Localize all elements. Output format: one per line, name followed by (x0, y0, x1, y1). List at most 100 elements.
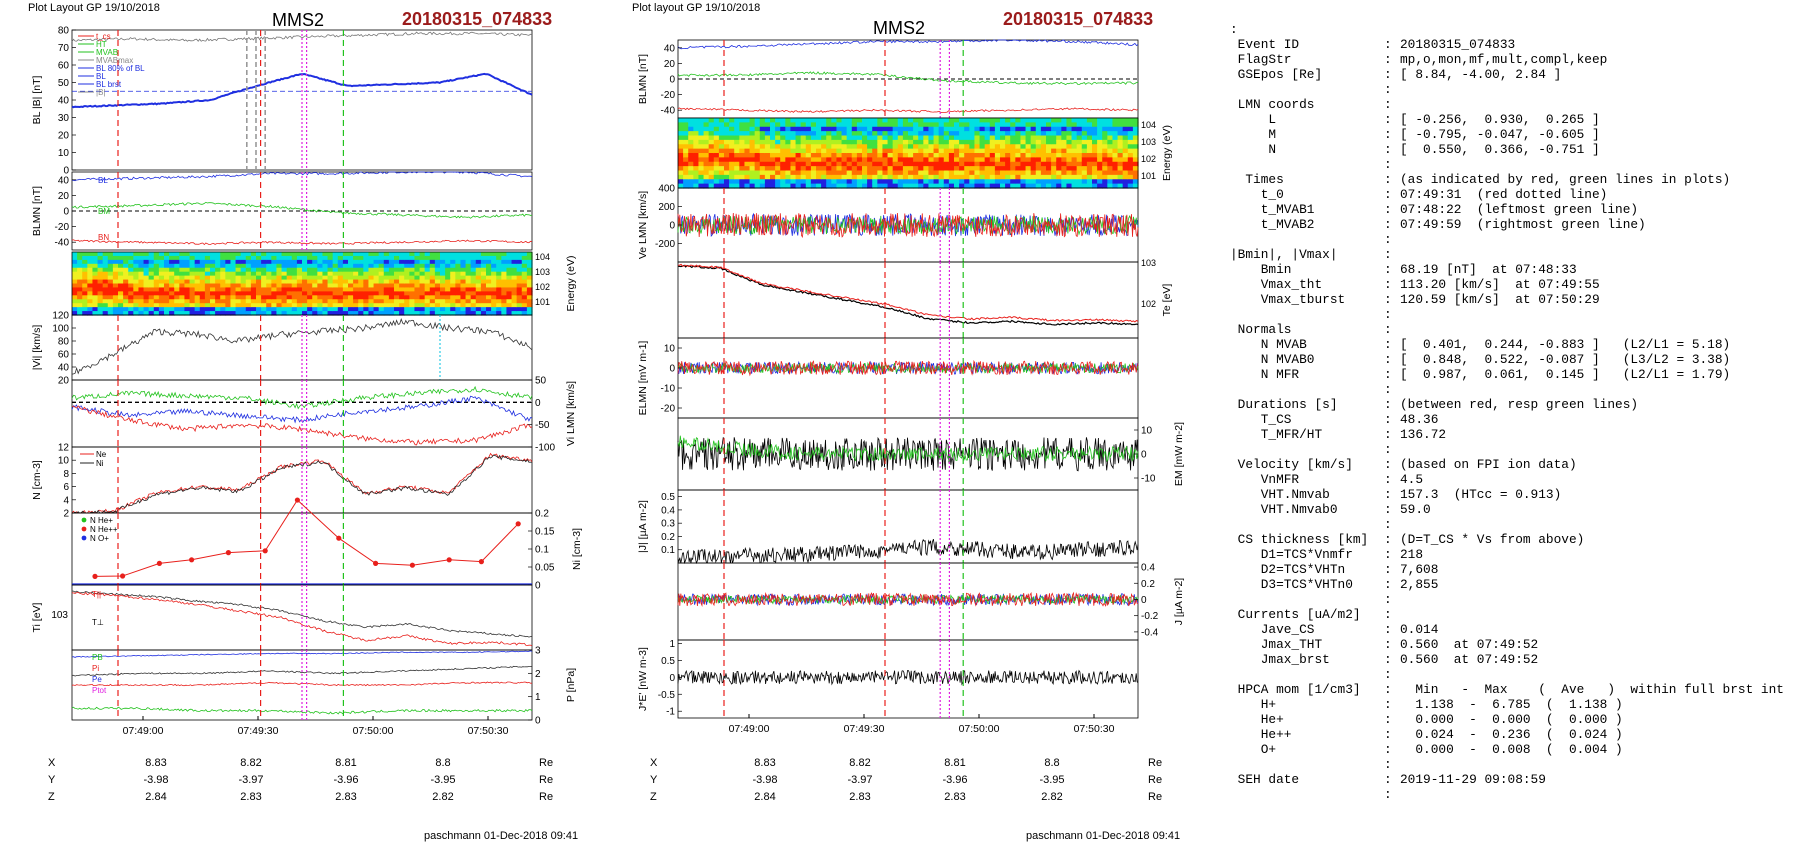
spectrogram-cell (215, 307, 221, 312)
spectrogram-cell (194, 307, 201, 312)
spectrogram-cell (785, 174, 792, 180)
spectrogram-cell (887, 148, 894, 154)
spectrogram-cell (1102, 183, 1108, 189)
spectrogram-cell (368, 283, 375, 289)
spectrogram-cell (337, 287, 344, 292)
spectrogram-cell (302, 287, 308, 292)
spectrogram-cell (317, 263, 324, 269)
info-colon: : (1384, 427, 1392, 442)
spectrogram-cell (470, 295, 477, 300)
spectrogram-cell (378, 291, 385, 296)
spectrogram-cell (92, 275, 99, 281)
spectrogram-cell (363, 279, 370, 285)
spectrogram-cell (388, 295, 395, 300)
spectrogram-cell (230, 255, 237, 261)
spectrogram-cell (816, 135, 822, 141)
spectrogram-cell (480, 291, 487, 296)
spectrogram-cell (785, 135, 792, 141)
spectrogram-cell (194, 287, 201, 292)
spectrogram-cell (215, 287, 221, 292)
spectrogram-cell (429, 259, 436, 265)
spectrogram-cell (245, 295, 252, 300)
spectrogram-cell (1030, 174, 1037, 180)
spectrogram-cell (933, 153, 940, 158)
spectrogram-cell (225, 279, 232, 285)
spectrogram-cell (97, 267, 104, 273)
spectrogram-cell (1086, 166, 1093, 172)
spectrogram-cell (821, 179, 827, 185)
spectrogram-cell (954, 179, 960, 185)
tick-label: 200 (658, 202, 675, 213)
legend-label: N O+ (90, 534, 109, 543)
spectrogram-cell (429, 295, 436, 300)
spectrogram-cell (959, 135, 965, 141)
spectrogram-cell (923, 183, 930, 189)
spectrogram-cell (322, 271, 329, 277)
spectrogram-cell (851, 170, 858, 176)
spectrogram-cell (424, 252, 431, 257)
spectrogram-cell (698, 131, 705, 137)
spectrogram-cell (465, 279, 472, 285)
spectrogram-cell (841, 122, 848, 128)
spectrogram-cell (327, 279, 334, 285)
spectrogram-cell (133, 311, 140, 316)
spectrogram-cell (908, 179, 914, 185)
spectrogram-cell (419, 252, 426, 257)
spectrogram-cell (526, 271, 533, 277)
position-unit: Re (539, 757, 554, 769)
spectrogram-cell (749, 161, 756, 167)
position-value: -3.98 (752, 774, 778, 786)
spectrogram-cell (698, 183, 705, 189)
spectrogram-cell (790, 170, 797, 176)
spectrogram-cell (383, 259, 390, 265)
spectrogram-cell (841, 161, 848, 167)
spectrogram-cell (718, 135, 725, 141)
spectrogram-cell (286, 287, 293, 292)
spectrogram-cell (521, 291, 528, 296)
spectrogram-cell (948, 139, 955, 145)
spectrogram-cell (496, 287, 502, 292)
spectrogram-cell (82, 279, 88, 285)
spectrogram-cell (744, 139, 751, 145)
spectrogram-cell (128, 267, 134, 273)
spectrogram-cell (92, 283, 99, 289)
spectrogram-cell (943, 139, 950, 145)
spectrogram-cell (1076, 131, 1083, 137)
spectrogram-cell (133, 291, 140, 296)
spectrogram-cell (158, 307, 165, 312)
spectrogram-cell (1040, 122, 1047, 128)
spectrogram-cell (184, 303, 191, 308)
spectrogram-cell (486, 283, 492, 289)
spectrogram-cell (440, 252, 446, 257)
spectrogram-cell (230, 303, 237, 308)
spectrogram-cell (989, 118, 996, 123)
spectrogram-cell (703, 148, 710, 154)
spectrogram-cell (266, 307, 272, 312)
info-colon: : (1384, 142, 1392, 157)
spectrogram-cell (1061, 170, 1068, 176)
spectrogram-cell (1122, 131, 1129, 137)
spectrogram-cell (713, 122, 720, 128)
spectrogram-cell (322, 252, 329, 257)
spectrogram-cell (862, 144, 868, 150)
spectrogram-cell (128, 279, 134, 285)
spectrogram-cell (312, 279, 318, 285)
spectrogram-cell (713, 148, 720, 154)
spectrogram-cell (851, 122, 858, 128)
spectrogram-cell (210, 271, 216, 277)
spectrogram-cell (1112, 131, 1119, 137)
spectrogram-cell (169, 283, 175, 289)
spectrogram-cell (984, 148, 991, 154)
spectrogram-cell (1051, 170, 1057, 176)
spectrogram-cell (118, 279, 124, 285)
position-value: 8.8 (435, 757, 451, 769)
t-perp-series (71, 590, 533, 638)
spectrogram-cell (465, 275, 472, 281)
spectrogram-cell (1056, 153, 1062, 158)
spectrogram-cell (897, 153, 904, 158)
spectrogram-cell (506, 252, 513, 257)
tick-label: 50 (58, 78, 70, 89)
spectrogram-cell (194, 267, 201, 273)
spectrogram-cell (225, 291, 232, 296)
spectrogram-cell (429, 287, 436, 292)
